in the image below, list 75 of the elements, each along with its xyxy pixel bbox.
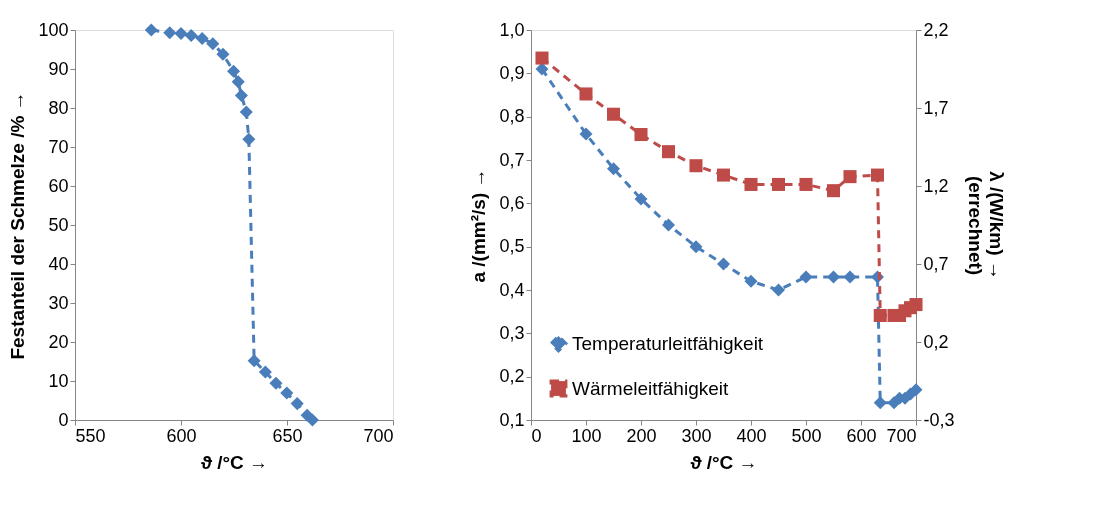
- point: [909, 298, 923, 312]
- x-tick-label: 500: [791, 425, 822, 446]
- point: [579, 87, 593, 101]
- point: [689, 159, 703, 173]
- y-tick-label: 1,0: [499, 19, 525, 40]
- point: [716, 257, 731, 271]
- y2-tick-label: 1,7: [923, 97, 949, 118]
- y-tick-label: 0,1: [499, 409, 525, 430]
- point: [535, 62, 549, 76]
- x-axis-title: ϑ /°C →: [200, 451, 269, 473]
- point: [661, 145, 676, 159]
- y-tick-label: 100: [38, 19, 69, 40]
- point: [826, 184, 841, 198]
- point: [771, 283, 786, 297]
- y-tick-label: 90: [48, 58, 69, 79]
- y-tick-label: 10: [48, 370, 69, 391]
- point: [744, 177, 758, 191]
- y-axis-title: a /(mm²/s) →: [468, 168, 490, 283]
- y-tick-label: 0: [58, 409, 69, 430]
- point: [909, 383, 923, 397]
- y2-axis-title: λ /(W/km) → (errechnet): [964, 171, 1007, 280]
- legend-label: Wärmeleitfähigkeit: [572, 377, 729, 399]
- x-tick-label: 200: [626, 425, 657, 446]
- x-tick-label: 650: [272, 425, 303, 446]
- point: [716, 168, 731, 182]
- point: [771, 177, 786, 191]
- x-tick-label: 0: [531, 425, 542, 446]
- point: [661, 218, 676, 232]
- point: [535, 51, 549, 65]
- y2-tick-label: 0,2: [923, 331, 949, 352]
- y-axis-title: Festanteil der Schmelze /% →: [7, 91, 29, 360]
- point: [606, 162, 621, 176]
- y2-tick-label: 1,2: [923, 175, 949, 196]
- y-tick-label: 0,6: [499, 192, 525, 213]
- y-tick-label: 0,5: [499, 236, 525, 257]
- y-tick-label: 40: [48, 253, 69, 274]
- point: [799, 177, 813, 191]
- point: [579, 127, 593, 141]
- x-tick-label: 700: [363, 425, 394, 446]
- point: [606, 107, 621, 121]
- y-tick-label: 50: [48, 214, 69, 235]
- point: [843, 170, 857, 184]
- x-tick-label: 400: [736, 425, 767, 446]
- y-tick-label: 0,3: [499, 322, 525, 343]
- point: [689, 240, 703, 254]
- y-tick-label: 80: [48, 97, 69, 118]
- y-tick-label: 0,9: [499, 62, 525, 83]
- point: [826, 270, 841, 284]
- point: [634, 128, 648, 142]
- x-tick-label: 100: [571, 425, 602, 446]
- y2-tick-label: 0,7: [923, 253, 949, 274]
- x-axis-title: ϑ /°C →: [690, 451, 758, 473]
- x-tick-label: 600: [846, 425, 877, 446]
- y-tick-label: 0,2: [499, 366, 525, 387]
- y-tick-label: 0,7: [499, 149, 525, 170]
- x-tick-label: 300: [681, 425, 712, 446]
- y-tick-label: 0,8: [499, 106, 525, 127]
- point: [873, 396, 887, 410]
- y-tick-label: 0,4: [499, 279, 525, 300]
- y-tick-label: 70: [48, 136, 69, 157]
- point: [634, 192, 648, 206]
- x-tick-label: 550: [75, 425, 106, 446]
- point: [843, 270, 857, 284]
- x-tick-label: 700: [886, 425, 917, 446]
- legend-label: Temperaturleitfähigkeit: [572, 332, 764, 354]
- y-tick-label: 30: [48, 292, 69, 313]
- y2-tick-label: 2,2: [923, 19, 949, 40]
- point: [870, 168, 885, 182]
- point: [873, 308, 887, 322]
- y-tick-label: 60: [48, 175, 69, 196]
- point: [744, 274, 758, 288]
- point: [799, 270, 813, 284]
- y-tick-label: 20: [48, 331, 69, 352]
- x-tick-label: 600: [166, 425, 197, 446]
- y2-tick-label: -0,3: [923, 409, 955, 430]
